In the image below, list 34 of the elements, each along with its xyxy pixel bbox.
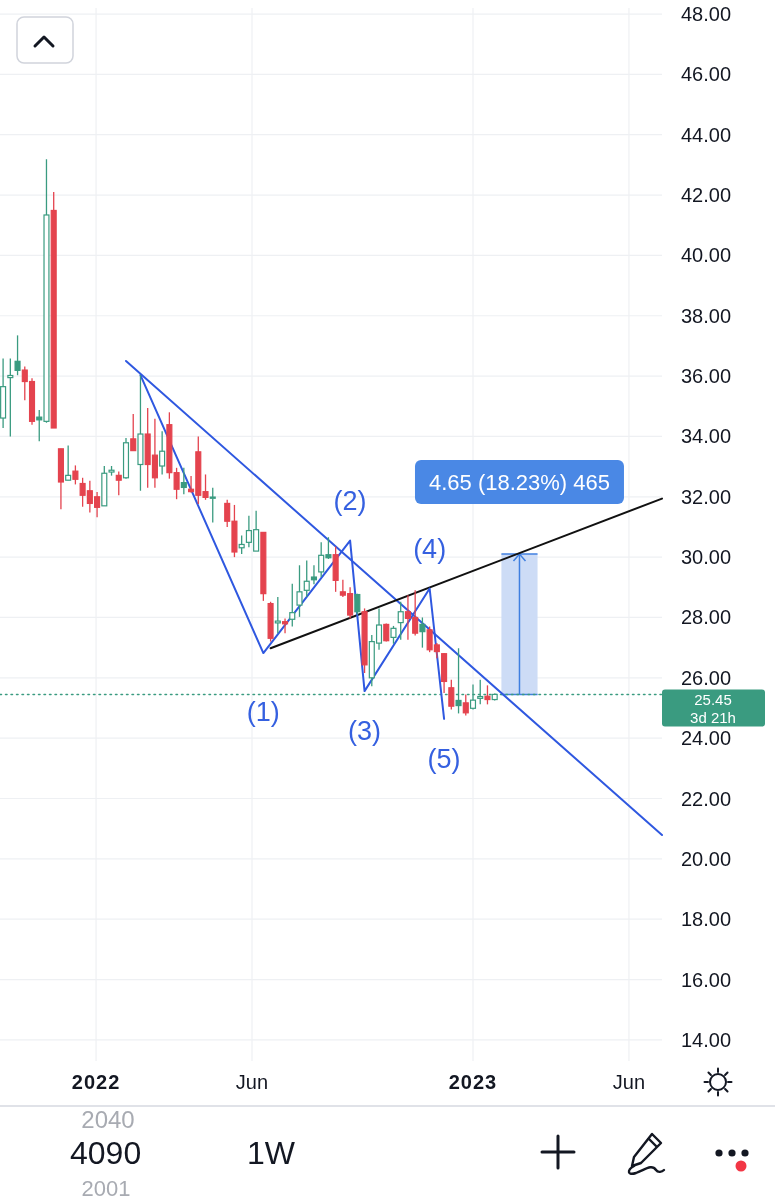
y-tick-label: 14.00: [680, 1028, 732, 1051]
text: 3d 21h: [690, 708, 736, 726]
y-tick-label: 38.00: [680, 304, 732, 327]
y-tick-label: 36.00: [680, 365, 732, 388]
x-tick-label: Jun: [612, 1071, 646, 1093]
y-tick-label: 42.00: [680, 184, 732, 207]
annotation: (2): [333, 485, 367, 516]
y-tick-label: 16.00: [680, 968, 732, 991]
y-tick-label: 40.00: [680, 244, 732, 267]
ref-line-label: 25.45: [694, 690, 732, 708]
y-tick-label: 32.00: [680, 485, 732, 508]
text: 4090: [70, 1135, 142, 1171]
y-tick-label: 48.00: [680, 3, 732, 26]
y-tick-label: 18.00: [680, 908, 732, 931]
annotation: (4): [413, 533, 447, 564]
y-tick-label: 30.00: [680, 546, 732, 569]
y-tick-label: 22.00: [680, 787, 732, 810]
x-tick-label: 2022: [71, 1071, 121, 1093]
y-tick-label: 44.00: [680, 123, 732, 146]
y-tick-label: 34.00: [680, 425, 732, 448]
y-tick-label: 20.00: [680, 847, 732, 870]
text: 2040: [81, 1106, 135, 1133]
annotation: (5): [427, 743, 461, 774]
annotation: (1): [246, 697, 280, 728]
annotation: (3): [348, 716, 382, 747]
y-tick-label: 46.00: [680, 63, 732, 86]
y-tick-label: 24.00: [680, 727, 732, 750]
x-tick-label: Jun: [235, 1071, 269, 1093]
text: 1W: [247, 1135, 296, 1171]
y-tick-label: 28.00: [680, 606, 732, 629]
x-tick-label: 2023: [448, 1071, 498, 1093]
y-tick-label: 26.00: [680, 666, 732, 689]
text: 2001: [81, 1176, 131, 1200]
annotation: 4.65 (18.23%) 465: [428, 469, 610, 495]
